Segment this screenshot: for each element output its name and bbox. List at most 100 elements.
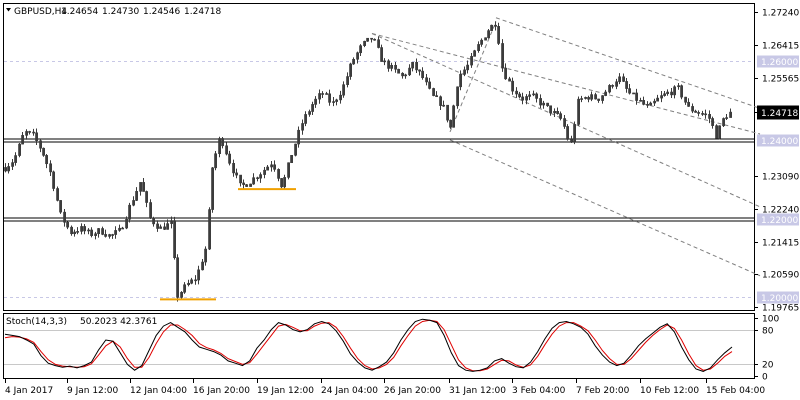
key-level-tag-label: 1.22000 xyxy=(761,216,798,226)
candle-body xyxy=(466,64,470,71)
candle-body xyxy=(666,91,670,95)
candle-body xyxy=(501,43,505,69)
candle-body xyxy=(377,39,381,48)
candle-body xyxy=(83,226,87,232)
candle-body xyxy=(111,234,115,236)
candle-body xyxy=(270,164,274,168)
stoch-tick-label: 100 xyxy=(762,315,779,325)
candle-body xyxy=(694,110,698,113)
candle-body xyxy=(539,98,543,106)
stoch-tick-label: 80 xyxy=(762,327,774,337)
stoch-values: 50.2023 42.3761 xyxy=(80,317,157,327)
candle-body xyxy=(649,102,653,106)
candle-body xyxy=(573,124,577,142)
candle-body xyxy=(718,125,722,139)
candle-body xyxy=(187,282,191,286)
candle-body xyxy=(235,172,239,176)
candle-body xyxy=(542,102,546,106)
candle-body xyxy=(525,96,529,101)
candle-body xyxy=(597,98,601,101)
candle-body xyxy=(14,155,18,163)
candle-body xyxy=(715,125,719,139)
candle-body xyxy=(204,248,208,263)
candle-body xyxy=(642,100,646,105)
trend-line xyxy=(495,17,761,109)
candle-body xyxy=(232,163,236,174)
stoch-tick-label: 0 xyxy=(762,373,768,383)
candle-body xyxy=(35,132,39,142)
collapse-triangle-icon[interactable] xyxy=(6,8,11,12)
candle-body xyxy=(332,101,336,103)
candle-body xyxy=(256,177,260,179)
candle-body xyxy=(390,64,394,69)
candle-body xyxy=(432,88,436,96)
candle-body xyxy=(32,131,36,134)
candle-body xyxy=(311,104,315,112)
candle-body xyxy=(580,98,584,100)
candle-body xyxy=(584,97,588,99)
candle-body xyxy=(166,223,170,230)
candle-body xyxy=(359,45,363,54)
trend-line xyxy=(371,33,761,208)
candle-body xyxy=(259,174,263,179)
y-tick-label: 1.20590 xyxy=(762,271,799,281)
candle-body xyxy=(673,86,677,96)
candle-body xyxy=(615,81,619,87)
candle-body xyxy=(321,93,325,95)
candle-body xyxy=(511,80,515,92)
candle-body xyxy=(128,204,132,220)
x-tick-label: 7 Feb 20:00 xyxy=(576,386,630,396)
main-price-layer xyxy=(4,17,761,302)
candle-body xyxy=(201,261,205,271)
candle-body xyxy=(622,76,626,82)
candle-body xyxy=(59,200,63,213)
trend-line xyxy=(371,33,761,135)
candle-body xyxy=(473,50,477,57)
candle-body xyxy=(356,52,360,60)
candle-body xyxy=(225,145,229,155)
candle-body xyxy=(176,257,180,298)
candle-body xyxy=(180,291,184,298)
candle-body xyxy=(625,81,629,89)
y-tick-label: 1.25565 xyxy=(762,75,799,85)
candle-body xyxy=(459,73,463,88)
candle-body xyxy=(108,234,112,237)
candle-body xyxy=(556,111,560,114)
candle-body xyxy=(508,78,512,82)
candle-body xyxy=(470,56,474,66)
current-price-tag: 1.24718 xyxy=(761,109,798,119)
candle-body xyxy=(87,229,91,232)
candle-body xyxy=(504,67,508,80)
candle-body xyxy=(563,118,567,127)
candle-body xyxy=(28,131,32,133)
candle-body xyxy=(590,94,594,100)
candle-body xyxy=(553,111,557,114)
candle-body xyxy=(653,100,657,104)
candle-body xyxy=(121,227,125,230)
x-tick-label: 31 Jan 12:00 xyxy=(449,386,506,396)
candle-body xyxy=(208,209,212,250)
candle-body xyxy=(263,169,267,175)
candle-body xyxy=(697,112,701,114)
candle-body xyxy=(484,37,488,41)
candle-body xyxy=(532,93,536,96)
candle-body xyxy=(63,211,67,223)
candle-body xyxy=(587,97,591,100)
candle-body xyxy=(418,69,422,72)
candle-body xyxy=(611,85,615,87)
candle-body xyxy=(339,94,343,101)
candle-body xyxy=(97,228,101,235)
candle-body xyxy=(366,37,370,42)
key-level-tag-label: 1.24000 xyxy=(761,137,798,147)
high-value: 1.24730 xyxy=(102,7,139,17)
candle-body xyxy=(228,153,232,164)
candle-body xyxy=(183,284,187,293)
candle-body xyxy=(159,226,163,229)
candle-body xyxy=(656,97,660,102)
candle-body xyxy=(566,126,570,140)
x-tick-label: 9 Jan 12:00 xyxy=(67,386,119,396)
candle-body xyxy=(170,220,174,224)
stoch-k-line xyxy=(4,318,733,372)
candle-body xyxy=(428,81,432,89)
